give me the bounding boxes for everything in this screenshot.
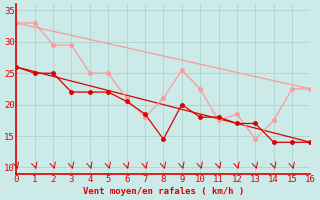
X-axis label: Vent moyen/en rafales ( km/h ): Vent moyen/en rafales ( km/h )	[83, 187, 244, 196]
